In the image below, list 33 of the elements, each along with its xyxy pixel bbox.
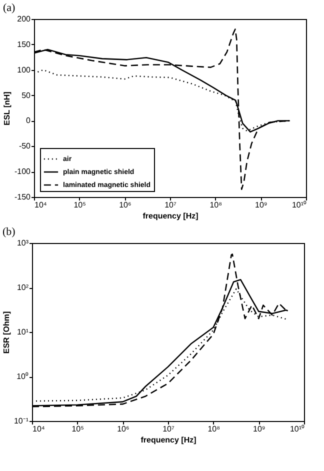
y-tick-label: 50 <box>22 90 32 100</box>
y-tick-label: -100 <box>14 167 32 176</box>
x-tick-label: 10⁶ <box>119 200 132 210</box>
y-tick-label: 10¹ <box>16 328 29 336</box>
x-tick-label: 10⁴ <box>34 200 48 210</box>
y-tick-label: 0 <box>26 116 32 126</box>
x-tick-label: 10⁴ <box>32 424 46 434</box>
y-tick-label: 10⁻¹ <box>14 416 29 426</box>
y-tick-label: 10² <box>16 283 29 292</box>
x-axis-title: frequency [Hz] <box>140 436 197 444</box>
x-tick-label: 10⁵ <box>74 200 86 210</box>
x-tick-label: 10¹⁰ <box>290 424 304 434</box>
chart-title: (a) <box>2 2 16 14</box>
y-tick-label: -50 <box>18 142 32 151</box>
x-tick-label: 10⁸ <box>208 424 220 434</box>
x-axis-title: frequency [Hz] <box>142 212 199 220</box>
y-tick-label: -150 <box>14 192 32 202</box>
x-tick-label: 10⁶ <box>117 424 130 434</box>
y-tick-label: 10³ <box>16 238 29 248</box>
x-tick-label: 10¹⁰ <box>292 200 306 210</box>
y-axis-title: ESR [Ohm] <box>2 311 11 354</box>
y-tick-label: 10⁰ <box>16 372 28 381</box>
chart-title: (b) <box>2 226 16 238</box>
y-tick-label: 100 <box>17 65 32 74</box>
x-tick-label: 10⁸ <box>210 200 222 210</box>
x-tick-label: 10⁹ <box>255 200 268 210</box>
x-tick-label: 10⁹ <box>253 424 266 434</box>
y-axis-title: ESL [nH] <box>2 91 12 126</box>
x-tick-label: 10⁵ <box>72 424 84 434</box>
x-tick-label: 10⁷ <box>164 200 176 210</box>
y-tick-label: 200 <box>17 14 32 24</box>
x-tick-label: 10⁷ <box>162 424 174 434</box>
y-tick-label: 150 <box>17 40 32 49</box>
